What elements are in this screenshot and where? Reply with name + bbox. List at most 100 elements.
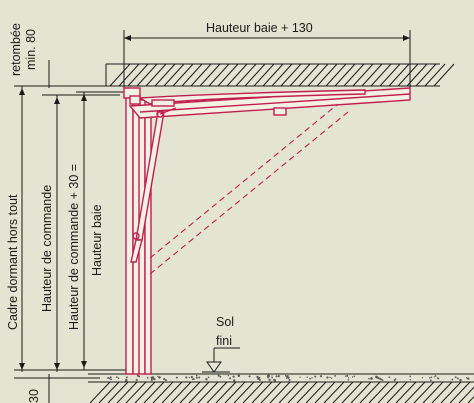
concrete-dot [454,376,457,379]
concrete-dot [163,377,166,381]
concrete-dot [268,378,271,382]
hatch-line [262,63,284,87]
hatch-line [323,381,345,403]
concrete-dot [286,375,289,378]
concrete-dot [434,375,437,377]
concrete-dot [109,376,112,379]
concrete-dot [151,376,155,379]
concrete-dot [368,377,370,380]
concrete-dot [330,377,333,379]
concrete-dot [347,379,350,381]
floor-slab [88,373,474,403]
hauteur-commande-30-label: Hauteur de commande + 30 = [67,164,81,330]
hatch-line [163,63,185,87]
concrete-dot [191,378,194,381]
concrete-dot [309,377,311,380]
top-dimension: Hauteur baie + 130 [123,21,411,90]
concrete-dot [344,375,347,377]
concrete-dot [157,375,159,377]
hatch-line [370,63,392,87]
hatch-line [341,381,363,403]
hatch-line [145,63,167,87]
hauteur-commande-label: Hauteur de commande [40,185,54,312]
vertical-dimensions: Cadre dormant hors tout Hauteur de comma… [6,85,128,403]
concrete-dot [207,376,210,379]
hauteur-baie-label: Hauteur baie [90,204,104,276]
hatch-line [127,63,149,87]
cadre-label: Cadre dormant hors tout [6,194,20,330]
concrete-dot [377,377,380,380]
sol-label-line2: fini [216,334,232,348]
concrete-dot [232,375,235,378]
concrete-dot [421,377,424,379]
hatch-line [271,63,293,87]
hatch-line [242,381,264,403]
hatch-line [334,63,356,87]
concrete-dot [158,376,161,379]
concrete-dot [138,375,141,378]
concrete-dot [185,376,188,379]
concrete-dot [275,375,278,378]
concrete-dot [277,374,280,378]
hatch-line [314,381,336,403]
concrete-dot [193,378,195,380]
hatch-line [352,63,374,87]
concrete-dot [150,378,153,382]
concrete-dot [409,379,412,381]
concrete-dot [107,377,109,379]
concrete-dot [217,374,220,377]
hatch-line [289,63,311,87]
hatch-line [449,381,471,403]
hatch-line [197,381,219,403]
concrete-dot [195,376,198,379]
concrete-dot [108,377,111,380]
concrete-dot [451,378,454,381]
hatch-line [253,63,275,87]
concrete-dot [353,375,356,378]
hatch-line [280,63,302,87]
concrete-dot [334,375,337,377]
concrete-dot [346,374,349,377]
sol-fini-marker: Sol fini [202,315,240,373]
hatch-line [388,63,410,87]
hatch-line [298,63,320,87]
hatch-line [440,381,462,403]
concrete-dot [466,376,468,379]
hatch-line [424,63,446,87]
concrete-dot [351,376,354,378]
sol-label-line1: Sol [216,315,234,329]
hatch-line [415,63,437,87]
hatch-line [343,63,365,87]
hatch-line [332,381,354,403]
concrete-dot [394,378,397,380]
hatch-line [361,63,383,87]
concrete-dot [288,378,291,382]
concrete-dot [329,376,331,379]
hatch-line [251,381,273,403]
hatch-line [199,63,221,87]
concrete-dot [146,376,149,379]
concrete-dot [219,375,222,378]
concrete-dot [110,378,112,381]
hatch-line [134,381,156,403]
hatch-line [217,63,239,87]
concrete-dot [258,378,261,381]
concrete-dot [198,376,201,379]
concrete-dot [271,376,273,379]
concrete-dot [227,374,229,377]
concrete-dot [430,376,433,378]
concrete-dot [256,375,259,379]
hatch-line [413,381,435,403]
hatch-line [109,63,131,87]
door-open-position [149,103,349,275]
retombee-label-line1: retombée [9,23,23,76]
hatch-line [152,381,174,403]
hatch-line [215,381,237,403]
door-arm [130,107,177,263]
horizontal-rail [128,87,411,119]
concrete-dot [467,378,470,380]
concrete-dot [429,379,432,382]
hatch-line [260,381,282,403]
hatch-line [125,381,147,403]
